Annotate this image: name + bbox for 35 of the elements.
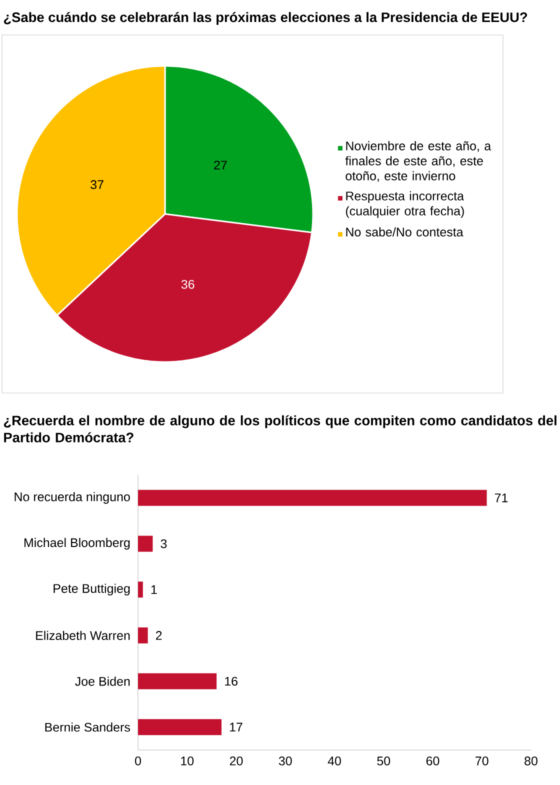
x-tick-label: 10 bbox=[181, 756, 194, 766]
legend-label: Noviembre de este año, a finales de este año, este otoño, este invierno bbox=[345, 141, 492, 182]
bar bbox=[138, 627, 148, 644]
bar bbox=[138, 673, 217, 690]
data-label: 1 bbox=[151, 585, 157, 594]
data-label: 37 bbox=[90, 180, 104, 190]
data-label: 36 bbox=[181, 280, 194, 289]
y-tick-label: Joe Biden bbox=[75, 676, 130, 686]
y-tick-label: Bernie Sanders bbox=[45, 722, 130, 732]
x-tick-label: 70 bbox=[476, 756, 488, 766]
x-tick-label: 60 bbox=[426, 756, 440, 766]
chart-title: ¿Sabe cuándo se celebrarán las próximas elecciones a la Presidencia de EEUU? bbox=[4, 12, 528, 25]
legend-label: Respuesta incorrecta (cualquier otra fecha) bbox=[346, 191, 464, 218]
data-label: 2 bbox=[156, 631, 162, 640]
x-tick-label: 30 bbox=[278, 756, 292, 766]
data-label: 3 bbox=[160, 539, 167, 548]
y-tick-label: Michael Bloomberg bbox=[24, 538, 130, 550]
x-tick-label: 50 bbox=[377, 756, 390, 766]
y-tick-label: Pete Buttigieg bbox=[54, 584, 130, 596]
x-tick-label: 0 bbox=[135, 756, 141, 766]
bar bbox=[138, 490, 487, 506]
y-tick-label: No recuerda ninguno bbox=[14, 492, 130, 504]
x-tick-label: 40 bbox=[328, 756, 341, 766]
bar bbox=[138, 719, 222, 736]
bar bbox=[138, 536, 153, 552]
bar bbox=[138, 582, 143, 598]
chart-title: ¿Recuerda el nombre de alguno de los políticos que compiten como candidatos del Partido Demócrata? bbox=[4, 415, 556, 442]
data-label: 17 bbox=[230, 722, 242, 732]
data-label: 71 bbox=[494, 494, 508, 502]
y-tick-label: Elizabeth Warren bbox=[36, 630, 130, 640]
x-tick-label: 80 bbox=[524, 756, 538, 766]
x-tick-label: 20 bbox=[230, 756, 243, 766]
data-label: 16 bbox=[225, 676, 238, 686]
data-label: 27 bbox=[214, 160, 227, 170]
legend-label: No sabe/No contesta bbox=[346, 227, 464, 236]
